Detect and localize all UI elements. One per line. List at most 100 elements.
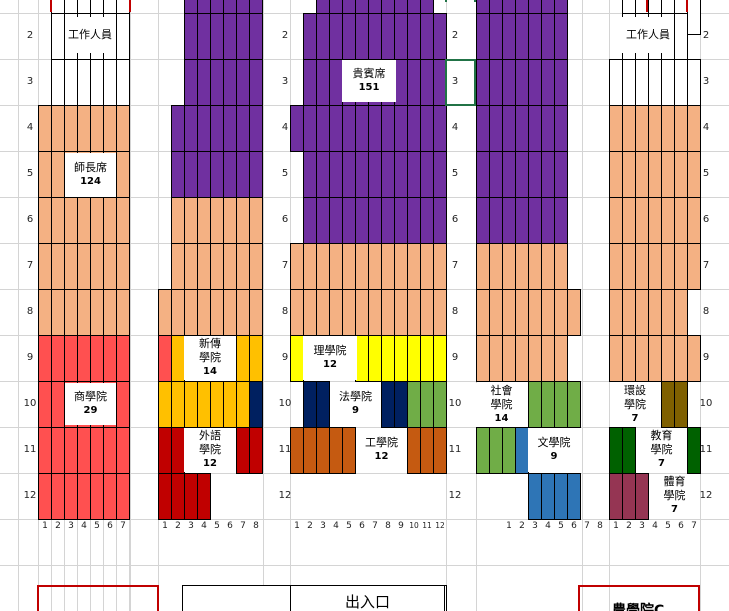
vip-seat-cell[interactable] (489, 197, 503, 244)
faculty-seat-cell[interactable] (197, 197, 211, 244)
faculty-seat-cell[interactable] (116, 243, 130, 290)
vip-seat-cell[interactable] (541, 197, 555, 244)
business-seat-cell[interactable] (103, 335, 117, 382)
vip-seat-cell[interactable] (223, 59, 237, 106)
faculty-seat-cell[interactable] (674, 197, 688, 244)
faculty-seat-cell[interactable] (249, 289, 263, 336)
faculty-seat-cell[interactable] (90, 105, 104, 152)
vip-seat-cell[interactable] (210, 151, 224, 198)
social-sciences-seat-cell[interactable] (554, 381, 568, 428)
science-seat-cell[interactable] (355, 335, 369, 382)
sports-seat-cell[interactable] (622, 473, 636, 520)
faculty-seat-cell[interactable] (51, 105, 65, 152)
vip-seat-cell[interactable] (394, 59, 408, 106)
vip-seat-cell[interactable] (433, 105, 447, 152)
faculty-seat-cell[interactable] (622, 335, 636, 382)
vip-seat-cell[interactable] (541, 151, 555, 198)
staff-seat-cell[interactable] (674, 59, 688, 106)
business-seat-cell[interactable] (64, 473, 78, 520)
faculty-seat-cell[interactable] (197, 243, 211, 290)
social-sciences-seat-cell[interactable] (433, 381, 447, 428)
vip-seat-cell[interactable] (407, 197, 421, 244)
vip-seat-cell[interactable] (184, 13, 198, 60)
faculty-seat-cell[interactable] (210, 243, 224, 290)
vip-seat-cell[interactable] (420, 59, 434, 106)
faculty-seat-cell[interactable] (420, 289, 434, 336)
faculty-seat-cell[interactable] (249, 243, 263, 290)
faculty-seat-cell[interactable] (661, 197, 675, 244)
social-sciences-seat-cell[interactable] (407, 381, 421, 428)
foreign-languages-seat-cell[interactable] (249, 427, 263, 474)
business-seat-cell[interactable] (51, 473, 65, 520)
vip-seat-cell[interactable] (515, 197, 529, 244)
engineering-seat-cell[interactable] (433, 427, 447, 474)
design-seat-cell[interactable] (661, 381, 675, 428)
business-seat-cell[interactable] (51, 335, 65, 382)
faculty-seat-cell[interactable] (394, 243, 408, 290)
vip-seat-cell[interactable] (394, 13, 408, 60)
faculty-seat-cell[interactable] (171, 197, 185, 244)
faculty-seat-cell[interactable] (622, 289, 636, 336)
faculty-seat-cell[interactable] (648, 335, 662, 382)
vip-seat-cell[interactable] (355, 13, 369, 60)
vip-seat-cell[interactable] (420, 105, 434, 152)
faculty-seat-cell[interactable] (661, 105, 675, 152)
faculty-seat-cell[interactable] (223, 243, 237, 290)
faculty-seat-cell[interactable] (674, 243, 688, 290)
journalism-seat-cell[interactable] (184, 381, 198, 428)
faculty-seat-cell[interactable] (77, 243, 91, 290)
faculty-seat-cell[interactable] (635, 289, 649, 336)
vip-seat-cell[interactable] (329, 151, 343, 198)
staff-seat-cell[interactable] (116, 59, 130, 106)
social-sciences-seat-cell[interactable] (528, 381, 542, 428)
vip-seat-cell[interactable] (342, 105, 356, 152)
faculty-seat-cell[interactable] (171, 243, 185, 290)
faculty-seat-cell[interactable] (64, 243, 78, 290)
vip-seat-cell[interactable] (502, 197, 516, 244)
business-seat-cell[interactable] (90, 335, 104, 382)
faculty-seat-cell[interactable] (210, 289, 224, 336)
business-seat-cell[interactable] (64, 427, 78, 474)
science-seat-cell[interactable] (433, 335, 447, 382)
vip-seat-cell[interactable] (355, 151, 369, 198)
faculty-seat-cell[interactable] (648, 289, 662, 336)
vip-seat-cell[interactable] (303, 59, 317, 106)
vip-seat-cell[interactable] (223, 105, 237, 152)
vip-seat-cell[interactable] (489, 105, 503, 152)
faculty-seat-cell[interactable] (103, 197, 117, 244)
science-seat-cell[interactable] (381, 335, 395, 382)
vip-seat-cell[interactable] (554, 151, 568, 198)
journalism-seat-cell[interactable] (223, 381, 237, 428)
liberal-arts-seat-cell[interactable] (541, 473, 555, 520)
faculty-seat-cell[interactable] (158, 289, 172, 336)
vip-seat-cell[interactable] (342, 197, 356, 244)
vip-seat-cell[interactable] (394, 197, 408, 244)
vip-seat-cell[interactable] (502, 13, 516, 60)
sports-seat-cell[interactable] (609, 473, 623, 520)
engineering-seat-cell[interactable] (303, 427, 317, 474)
faculty-seat-cell[interactable] (38, 197, 52, 244)
faculty-seat-cell[interactable] (236, 197, 250, 244)
vip-seat-cell[interactable] (554, 13, 568, 60)
vip-seat-cell[interactable] (476, 105, 490, 152)
faculty-seat-cell[interactable] (184, 243, 198, 290)
science-seat-cell[interactable] (368, 335, 382, 382)
faculty-seat-cell[interactable] (64, 197, 78, 244)
faculty-seat-cell[interactable] (674, 105, 688, 152)
faculty-seat-cell[interactable] (635, 105, 649, 152)
liberal-arts-seat-cell[interactable] (554, 473, 568, 520)
vip-seat-cell[interactable] (316, 59, 330, 106)
foreign-languages-seat-cell[interactable] (158, 473, 172, 520)
faculty-seat-cell[interactable] (342, 243, 356, 290)
faculty-seat-cell[interactable] (342, 289, 356, 336)
sports-seat-cell[interactable] (635, 473, 649, 520)
faculty-seat-cell[interactable] (609, 289, 623, 336)
journalism-seat-cell[interactable] (236, 381, 250, 428)
vip-seat-cell[interactable] (236, 151, 250, 198)
business-seat-cell[interactable] (51, 427, 65, 474)
social-sciences-seat-cell[interactable] (502, 427, 516, 474)
vip-seat-cell[interactable] (368, 105, 382, 152)
faculty-seat-cell[interactable] (635, 335, 649, 382)
vip-seat-cell[interactable] (210, 59, 224, 106)
faculty-seat-cell[interactable] (567, 289, 581, 336)
